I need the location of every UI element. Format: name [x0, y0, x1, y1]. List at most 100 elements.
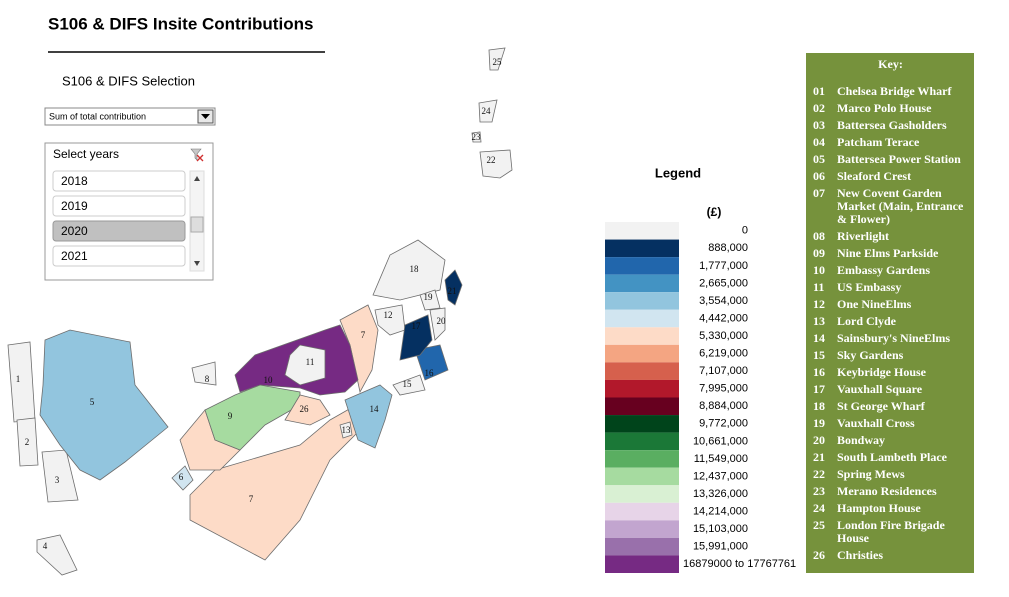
region[interactable]	[372, 239, 446, 301]
key-number: 09	[813, 246, 825, 260]
legend-label: 2,665,000	[699, 277, 748, 289]
dropdown[interactable]: Sum of total contribution	[44, 107, 216, 126]
key-number: 18	[813, 399, 825, 413]
key-item: 26 Christies	[813, 549, 968, 562]
region[interactable]	[429, 307, 446, 341]
region[interactable]	[479, 149, 513, 179]
legend-swatch	[605, 520, 679, 538]
key-number: 06	[813, 169, 825, 183]
legend-label: 4,442,000	[699, 312, 748, 324]
region[interactable]	[488, 47, 506, 71]
key-item: 10 Embassy Gardens	[813, 264, 968, 277]
scroll-up[interactable]	[194, 176, 200, 181]
region[interactable]	[204, 384, 301, 451]
region[interactable]	[374, 304, 406, 336]
region[interactable]	[339, 421, 353, 439]
key-name: Riverlight	[837, 229, 889, 243]
region-label: 3	[55, 475, 60, 485]
key-number: 07	[813, 186, 825, 200]
key-panel: Key: 01 Chelsea Bridge Wharf 02 Marco Polo …	[806, 53, 974, 573]
key-number: 16	[813, 365, 825, 379]
region[interactable]	[478, 99, 498, 123]
scroll-thumb[interactable]	[190, 216, 204, 233]
legend-swatch	[605, 485, 679, 503]
region[interactable]	[7, 341, 36, 423]
key-name: Merano Residences	[837, 484, 937, 498]
key-item: 24 Hampton House	[813, 502, 968, 515]
legend-label: 7,107,000	[699, 365, 748, 377]
key-number: 01	[813, 84, 825, 98]
region-label: 25	[493, 57, 503, 67]
dashboard: S106 & DIFS Insite Contributions S106 & …	[7, 14, 796, 576]
dropdown-value[interactable]: Sum of total contribution	[49, 111, 146, 121]
key-item: 21 South Lambeth Place	[813, 451, 968, 464]
year-label[interactable]: 2021	[61, 249, 88, 263]
scroll-down[interactable]	[194, 261, 200, 266]
key-name: Vauxhall Square	[837, 382, 923, 396]
legend-swatch	[605, 292, 679, 310]
legend-swatch	[605, 344, 679, 363]
legend-unit: (£)	[707, 205, 722, 219]
region-label: 1	[16, 374, 21, 384]
region[interactable]	[16, 417, 39, 467]
region[interactable]	[41, 449, 79, 503]
key-name: Sky Gardens	[837, 348, 904, 362]
year-label[interactable]: 2019	[61, 199, 88, 213]
region[interactable]	[392, 374, 426, 396]
region[interactable]	[344, 384, 393, 449]
region[interactable]	[399, 314, 433, 361]
key-item: 07 New Covent Garden Market (Main, Entran…	[813, 187, 968, 226]
region-label: 19	[424, 292, 434, 302]
region-label: 4	[43, 541, 48, 551]
key-number: 25	[813, 518, 825, 532]
clear-filter-x	[196, 154, 204, 162]
region[interactable]	[39, 329, 169, 481]
region[interactable]	[191, 361, 217, 386]
key-name: St George Wharf	[837, 399, 925, 413]
legend-swatch	[605, 309, 679, 328]
region[interactable]	[284, 394, 331, 426]
year-item[interactable]	[52, 245, 186, 267]
region[interactable]	[444, 269, 463, 306]
legend-label: 15,103,000	[693, 523, 748, 535]
legend-label: 3,554,000	[699, 295, 748, 307]
key-item: 13 Lord Clyde	[813, 315, 968, 328]
key-title: Key:	[878, 57, 903, 71]
region[interactable]	[284, 344, 326, 386]
year-item[interactable]	[52, 220, 186, 242]
key-item: 04 Patcham Terace	[813, 136, 968, 149]
key-name: Christies	[837, 548, 883, 562]
map: 1 2 3 4 5 6 7 7 8 9 10 11 12 13 14 15 16…	[7, 47, 513, 576]
year-label[interactable]: 2018	[61, 174, 88, 188]
key-name: Keybridge House	[837, 365, 926, 379]
dropdown-box[interactable]	[44, 107, 216, 126]
key-number: 08	[813, 229, 825, 243]
legend-label: 13,326,000	[693, 488, 748, 500]
region[interactable]	[471, 131, 482, 143]
key-item: 11 US Embassy	[813, 281, 968, 294]
legend-label: 1,777,000	[699, 260, 748, 272]
legend-swatch	[605, 502, 679, 521]
legend-swatch	[605, 257, 679, 275]
year-item[interactable]	[52, 195, 186, 217]
legend-label: 9,772,000	[699, 418, 748, 430]
key-number: 23	[813, 484, 825, 498]
region[interactable]	[171, 465, 194, 491]
region[interactable]	[414, 344, 449, 381]
page-title: S106 & DIFS Insite Contributions	[48, 14, 313, 33]
key-name: Marco Polo House	[837, 101, 932, 115]
region[interactable]	[419, 289, 441, 311]
key-number: 14	[813, 331, 825, 345]
dropdown-arrow	[201, 114, 210, 119]
region[interactable]	[36, 534, 78, 576]
legend-swatch	[605, 555, 679, 573]
legend-swatch	[605, 239, 679, 258]
key-item: 20 Bondway	[813, 434, 968, 447]
key-number: 15	[813, 348, 825, 362]
key-item: 14 Sainsbury's NineElms	[813, 332, 968, 345]
year-label[interactable]: 2020	[61, 224, 88, 238]
key-name: Nine Elms Parkside	[837, 246, 939, 260]
clear-filter-icon[interactable]	[190, 148, 202, 161]
year-item[interactable]	[52, 170, 186, 192]
